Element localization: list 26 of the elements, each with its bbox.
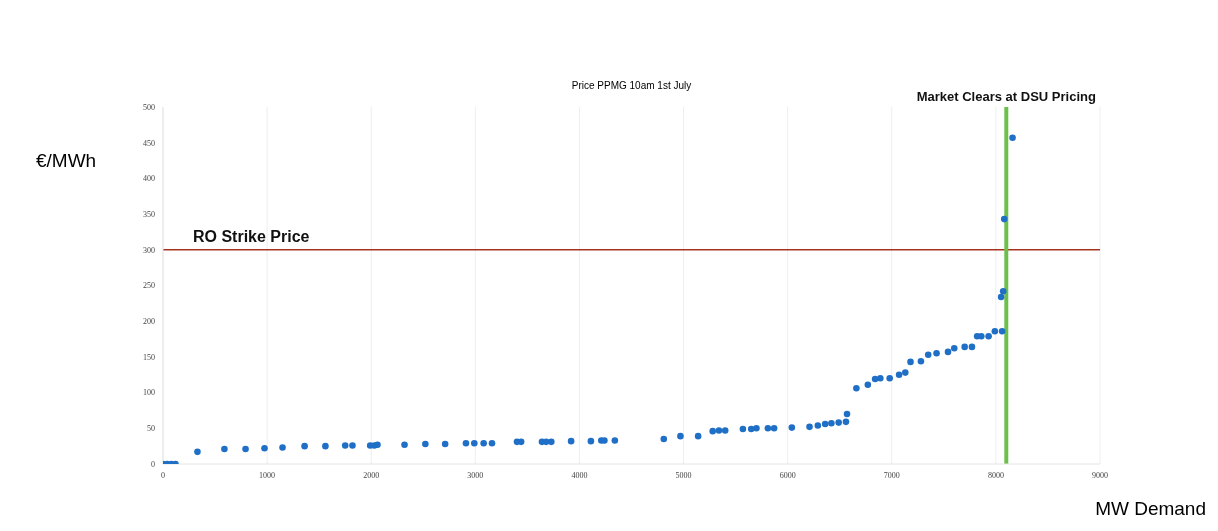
y-tick-label: 350 [143,209,155,219]
x-tick-label: 5000 [675,470,692,480]
y-tick-label: 100 [143,388,155,398]
y-tick-label: 500 [143,102,155,112]
x-tick-label: 4000 [571,470,588,480]
ref-line-label: Market Clears at DSU Pricing [916,89,1096,104]
chart-title: Price PPMG 10am 1st July [571,80,692,91]
y-tick-label: 450 [143,138,155,148]
y-tick-label: 150 [143,352,155,362]
y-tick-label: 250 [143,281,155,291]
y-tick-label: 50 [147,424,155,434]
x-tick-label: 8000 [987,470,1004,480]
y-axis-title: €/MWh [36,150,97,172]
x-tick-label: 2000 [363,470,380,480]
x-tick-label: 6000 [779,470,796,480]
ref-line-label: RO Strike Price [193,227,310,245]
y-tick-label: 0 [151,459,155,469]
x-tick-label: 0 [161,470,165,480]
y-tick-label: 300 [143,245,155,255]
x-tick-label: 9000 [1092,470,1108,480]
x-axis-title: MW Demand [1095,498,1206,520]
x-tick-label: 3000 [467,470,484,480]
y-tick-label: 400 [143,174,155,184]
x-tick-label: 7000 [883,470,900,480]
y-tick-label: 200 [143,317,155,327]
x-tick-label: 1000 [259,470,276,480]
